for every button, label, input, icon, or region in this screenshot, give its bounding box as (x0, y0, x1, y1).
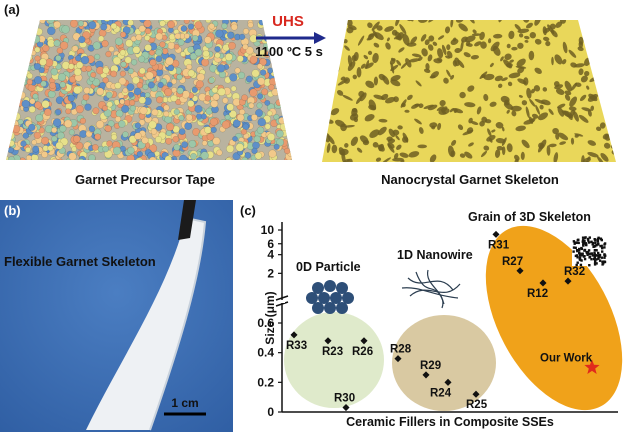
data-point-marker (444, 378, 452, 386)
data-point-label: R27 (502, 256, 523, 268)
y-tick-label: 0.4 (257, 346, 274, 360)
panel-b-title: Flexible Garnet Skeleton (4, 254, 156, 269)
group-label-1d: 1D Nanowire (397, 248, 473, 262)
y-tick-label: 4 (267, 248, 274, 262)
precursor-caption: Garnet Precursor Tape (75, 172, 215, 187)
data-point-label: R25 (466, 399, 488, 411)
scale-bar-label: 1 cm (171, 396, 199, 410)
data-point-marker (492, 230, 500, 238)
y-tick-label: 10 (261, 223, 275, 237)
data-point-marker (394, 355, 402, 363)
data-point-marker (342, 404, 350, 412)
group-ellipse-0d (284, 312, 384, 408)
y-tick-label: 0.6 (257, 316, 274, 330)
skeleton-texture-icon (572, 236, 607, 267)
panel-a-label: (a) (4, 2, 20, 17)
data-point-label: R26 (352, 346, 373, 358)
reaction-arrow (256, 32, 326, 44)
data-point-marker (290, 331, 298, 339)
our-work-star-marker (584, 359, 600, 374)
data-point-marker (324, 337, 332, 345)
data-point-label: R23 (322, 346, 343, 358)
data-point-label: Our Work (540, 353, 593, 365)
garnet-skeleton-image (322, 20, 616, 162)
group-label-0d: 0D Particle (296, 260, 361, 274)
axis-break (275, 295, 289, 307)
data-point-label: R30 (334, 393, 355, 405)
chart-ylabel: Size (μm) (263, 291, 277, 345)
data-point-label: R28 (390, 344, 412, 356)
particle-cluster-icon (306, 280, 354, 314)
data-point-label: R32 (564, 266, 585, 278)
skeleton-caption: Nanocrystal Garnet Skeleton (381, 172, 559, 187)
data-point-marker (539, 279, 547, 287)
y-tick-label: 2 (267, 266, 274, 280)
y-tick-label: 0 (267, 405, 274, 419)
data-point-marker (360, 337, 368, 345)
panel-c-label: (c) (240, 203, 256, 218)
data-point-marker (564, 277, 572, 285)
data-point-marker (422, 371, 430, 379)
data-point-label: R33 (286, 340, 307, 352)
panel-b-label: (b) (4, 203, 21, 218)
data-point-marker (516, 267, 524, 275)
chart-xlabel: Ceramic Fillers in Composite SSEs (346, 415, 554, 429)
group-ellipse-1d (392, 315, 496, 411)
data-point-marker (472, 390, 480, 398)
data-point-label: R31 (488, 239, 510, 251)
data-point-label: R12 (527, 288, 548, 300)
nanowire-icon (401, 269, 461, 309)
precursor-tape-image (6, 20, 292, 160)
data-point-label: R29 (420, 360, 441, 372)
uhs-label: UHS (272, 13, 304, 30)
condition-label: 1100 ºC 5 s (255, 44, 323, 59)
flexible-skeleton-photo (0, 200, 233, 432)
data-point-label: R24 (430, 387, 452, 399)
y-tick-label: 6 (267, 237, 274, 251)
y-tick-label: 0.2 (257, 375, 274, 389)
group-label-3d: Grain of 3D Skeleton (468, 210, 591, 224)
